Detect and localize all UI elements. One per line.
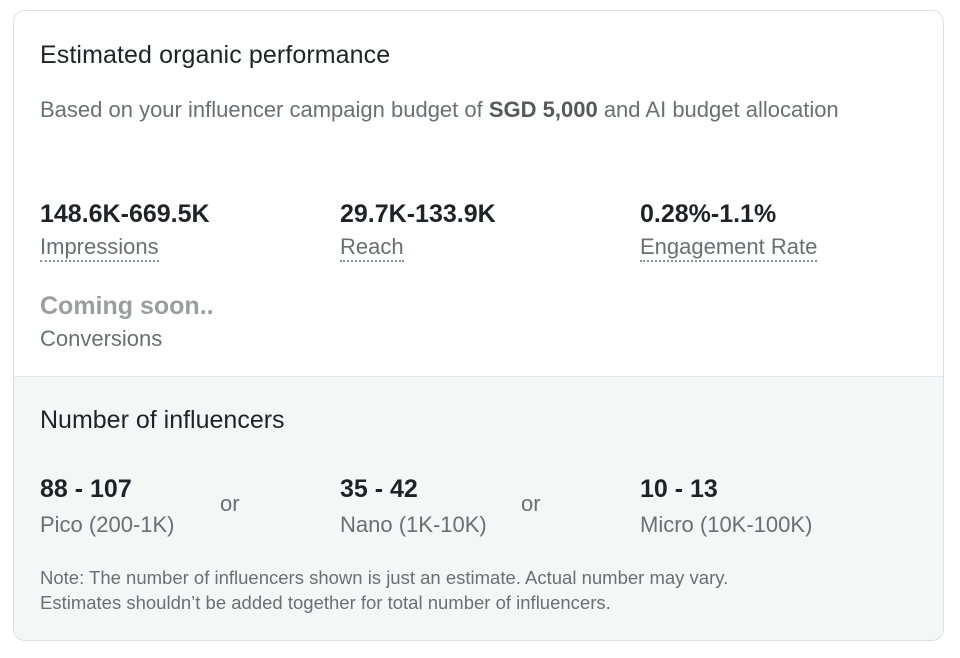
tier-count: 35 - 42 [340,475,418,503]
influencers-title: Number of influencers [40,406,285,434]
metric-engagement-rate: 0.28%-1.1% Engagement Rate [640,199,920,262]
tier-count: 10 - 13 [640,475,718,503]
performance-card: Estimated organic performance Based on y… [13,10,944,641]
metric-label: Conversions [40,326,163,351]
influencer-tier-nano: 35 - 42 Nano (1K-10K) [340,474,540,540]
budget-amount: SGD 5,000 [488,97,598,122]
metric-reach: 29.7K-133.9K Reach [340,199,620,262]
metric-conversions: Coming soon.. Conversions [40,291,320,352]
metric-value: Coming soon.. [40,292,214,320]
performance-section: Estimated organic performance Based on y… [14,11,943,376]
influencer-tier-micro: 10 - 13 Micro (10K-100K) [640,474,840,540]
note-line: Note: The number of influencers shown is… [40,567,729,588]
metric-label-tooltip[interactable]: Impressions [40,235,159,262]
metric-value: 29.7K-133.9K [340,200,496,228]
tier-label: Nano (1K-10K) [340,512,487,537]
metric-impressions: 148.6K-669.5K Impressions [40,199,320,262]
performance-description: Based on your influencer campaign budget… [40,91,860,129]
metric-value: 0.28%-1.1% [640,200,777,228]
tier-label: Pico (200-1K) [40,512,175,537]
metric-label-tooltip[interactable]: Engagement Rate [640,235,818,262]
description-prefix: Based on your influencer campaign budget… [40,97,489,122]
estimate-note: Note: The number of influencers shown is… [40,565,920,615]
or-separator: or [521,491,541,516]
note-line: Estimates shouldn’t be added together fo… [40,592,611,613]
performance-title: Estimated organic performance [40,41,391,69]
metric-label-tooltip[interactable]: Reach [340,235,404,262]
influencer-tier-pico: 88 - 107 Pico (200-1K) [40,474,240,540]
tier-count: 88 - 107 [40,475,132,503]
description-suffix: and AI budget allocation [597,97,839,122]
metric-value: 148.6K-669.5K [40,200,210,228]
or-separator: or [220,491,240,516]
influencers-section [14,376,943,640]
tier-label: Micro (10K-100K) [640,512,813,537]
